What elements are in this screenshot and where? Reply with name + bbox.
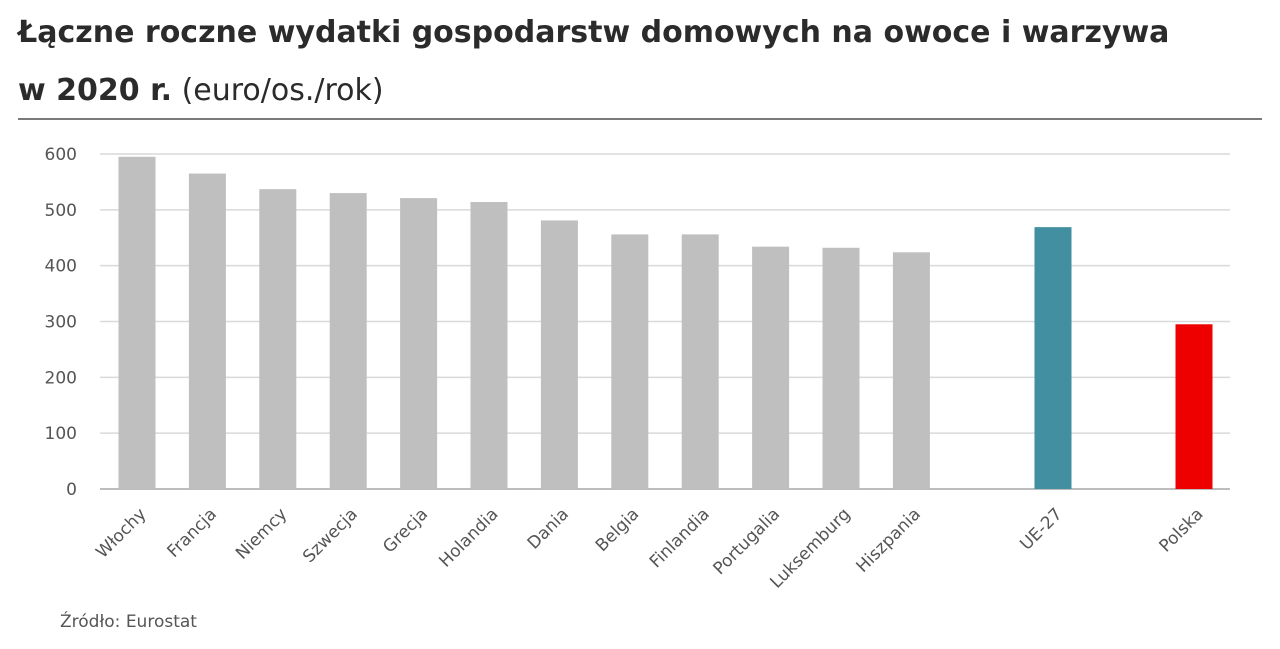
x-tick-label: Szwecja <box>299 504 362 567</box>
bar-portugalia <box>752 246 790 489</box>
bar-dania <box>540 220 578 490</box>
title-divider <box>18 118 1262 120</box>
chart-title-year: w 2020 r. <box>18 73 173 108</box>
y-tick-label: 100 <box>45 424 77 444</box>
bar-polska <box>1175 324 1213 489</box>
y-tick-label: 400 <box>45 257 77 277</box>
x-tick-label: Holandia <box>435 504 502 571</box>
bar-francja <box>188 173 226 489</box>
chart-title-line1: Łączne roczne wydatki gospodarstw domowy… <box>18 15 1170 50</box>
x-tick-label: Grecja <box>379 504 432 557</box>
y-axis-ticks: 0 100 200 300 400 500 600 <box>45 145 77 500</box>
y-tick-label: 600 <box>45 145 77 165</box>
y-tick-label: 300 <box>45 313 77 333</box>
y-tick-label: 500 <box>45 201 77 221</box>
x-tick-label: Niemcy <box>232 504 291 563</box>
x-tick-label: Polska <box>1155 504 1207 556</box>
chart-title: Łączne roczne wydatki gospodarstw domowy… <box>18 4 1258 120</box>
chart-title-line2: w 2020 r. (euro/os./rok) <box>18 62 1258 120</box>
bar-ue-27 <box>1034 227 1072 489</box>
bar-belgia <box>611 234 649 489</box>
bar-grecja <box>400 198 438 489</box>
bars <box>118 156 1213 490</box>
bar-szwecja <box>329 193 367 490</box>
x-tick-label: UE-27 <box>1016 504 1066 554</box>
y-tick-label: 0 <box>66 480 77 500</box>
x-axis-labels: Włochy Francja Niemcy Szwecja Grecja Holandia… <box>92 504 1207 592</box>
x-tick-label: Portugalia <box>709 504 784 579</box>
bar-holandia <box>470 202 508 489</box>
chart-title-unit: (euro/os./rok) <box>181 73 384 108</box>
x-tick-label: Hiszpania <box>853 504 925 576</box>
x-tick-label: Dania <box>524 504 573 553</box>
bar-luksemburg <box>822 247 860 489</box>
x-tick-label: Włochy <box>92 504 150 562</box>
bar-finlandia <box>681 234 719 489</box>
bar-hiszpania <box>892 252 930 489</box>
x-tick-label: Belgia <box>592 504 643 555</box>
x-tick-label: Francja <box>164 504 221 561</box>
source-note: Źródło: Eurostat <box>60 612 197 632</box>
y-tick-label: 200 <box>45 368 77 388</box>
bar-niemcy <box>259 189 297 490</box>
x-tick-label: Finlandia <box>646 504 714 572</box>
bar-włochy <box>118 156 156 489</box>
